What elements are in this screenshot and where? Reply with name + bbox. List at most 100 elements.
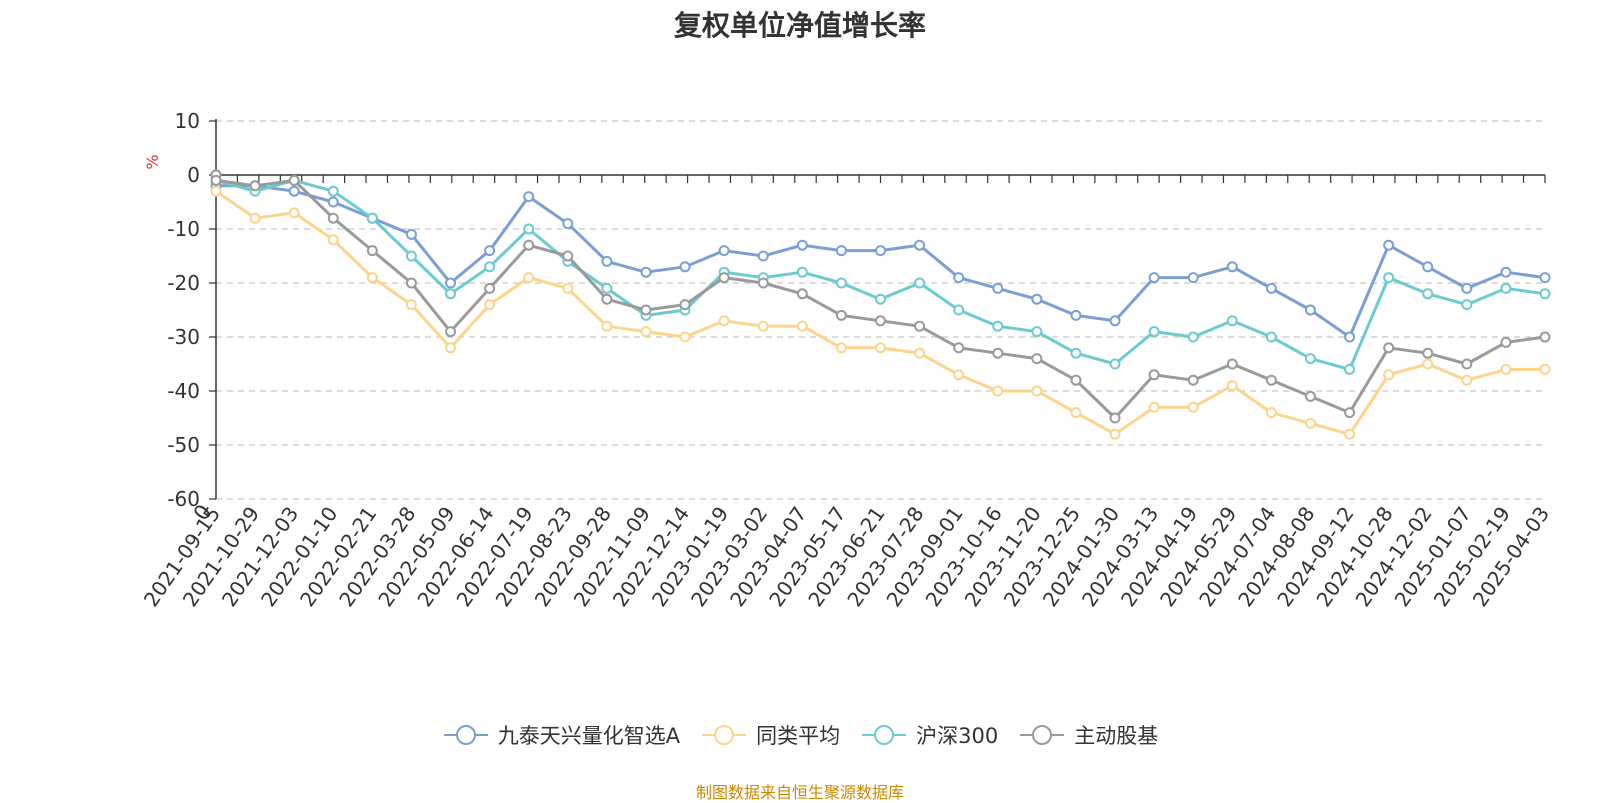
data-point <box>562 218 574 230</box>
y-tick-label: -30 <box>167 325 200 349</box>
data-point <box>601 293 613 305</box>
data-point <box>992 320 1004 332</box>
legend-marker-icon <box>1020 725 1065 745</box>
data-point <box>679 261 691 273</box>
data-point <box>249 180 261 192</box>
legend-label: 九泰天兴量化智选A <box>497 724 681 748</box>
legend-item[interactable]: 同类平均 <box>700 720 840 750</box>
data-point <box>327 212 339 224</box>
data-point <box>288 185 300 197</box>
data-point <box>1148 326 1160 338</box>
y-tick-label: -60 <box>167 487 200 511</box>
data-point <box>796 266 808 278</box>
data-point <box>601 282 613 294</box>
y-tick-label: -20 <box>167 271 200 295</box>
data-point <box>210 174 222 186</box>
y-tick-label: 0 <box>187 163 200 187</box>
data-point <box>1109 358 1121 370</box>
data-point <box>1109 315 1121 327</box>
legend-marker-icon <box>702 725 747 745</box>
series-3 <box>210 169 1551 424</box>
data-point <box>875 315 886 327</box>
y-tick-label: -40 <box>167 379 200 403</box>
data-point <box>1304 417 1316 429</box>
data-point <box>1539 288 1551 300</box>
data-point <box>953 369 965 381</box>
data-point <box>1226 261 1238 273</box>
data-point <box>1187 331 1199 343</box>
data-point <box>1383 239 1395 251</box>
data-point <box>992 385 1004 397</box>
axis-labels: 100-10-20-30-40-50-60%02021-09-152021-10… <box>139 109 1554 611</box>
data-point <box>1070 407 1082 419</box>
data-point <box>1187 401 1199 413</box>
y-tick-label: -50 <box>167 433 200 457</box>
data-point <box>992 282 1004 294</box>
data-point <box>1265 407 1277 419</box>
data-point <box>445 288 457 300</box>
legend-label: 沪深300 <box>916 724 999 748</box>
data-point <box>1422 261 1434 273</box>
data-point <box>835 277 847 289</box>
data-point <box>679 299 691 311</box>
data-point <box>914 277 926 289</box>
data-point <box>210 185 222 197</box>
data-point <box>327 234 339 246</box>
data-point <box>1148 401 1160 413</box>
data-point <box>796 239 808 251</box>
data-point <box>718 272 730 284</box>
data-point <box>1031 326 1043 338</box>
data-point <box>523 239 535 251</box>
series-line <box>214 175 1545 436</box>
data-point <box>1500 363 1512 375</box>
data-point <box>327 196 339 208</box>
data-point <box>445 342 457 354</box>
data-point <box>992 347 1004 359</box>
data-point <box>523 191 535 203</box>
legend-item[interactable]: 沪深300 <box>860 720 998 750</box>
data-point <box>1187 272 1199 284</box>
data-point <box>484 282 496 294</box>
data-point <box>523 272 535 284</box>
data-point <box>1344 363 1356 375</box>
data-point <box>757 277 769 289</box>
data-point <box>1461 299 1473 311</box>
data-point <box>953 304 965 316</box>
data-point <box>875 342 886 354</box>
data-point <box>796 320 808 332</box>
data-point <box>1422 347 1434 359</box>
data-point <box>601 320 613 332</box>
data-point <box>484 261 496 273</box>
legend-item[interactable]: 主动股基 <box>1018 720 1158 750</box>
data-point <box>1539 272 1551 284</box>
data-point <box>1226 358 1238 370</box>
data-point <box>562 250 574 262</box>
data-point <box>1304 353 1316 365</box>
data-point <box>640 266 652 278</box>
data-point <box>914 320 926 332</box>
data-point <box>914 347 926 359</box>
data-point <box>953 272 965 284</box>
data-point <box>405 250 417 262</box>
y-tick-label: -10 <box>167 217 200 241</box>
data-point <box>1344 428 1356 440</box>
data-point <box>1187 374 1199 386</box>
data-point <box>1148 272 1160 284</box>
data-point <box>1461 358 1473 370</box>
data-point <box>796 288 808 300</box>
data-point <box>405 228 417 240</box>
data-point <box>1383 342 1395 354</box>
data-point <box>914 239 926 251</box>
data-point <box>1226 380 1238 392</box>
series-line <box>214 175 1546 339</box>
data-point <box>679 331 691 343</box>
legend-item[interactable]: 九泰天兴量化智选A <box>442 720 680 750</box>
data-point <box>1070 309 1082 321</box>
data-point <box>1070 374 1082 386</box>
legend-marker-icon <box>443 725 488 745</box>
series-lines <box>210 169 1551 440</box>
data-point <box>445 277 457 289</box>
data-point <box>1304 304 1316 316</box>
data-point <box>1500 266 1512 278</box>
